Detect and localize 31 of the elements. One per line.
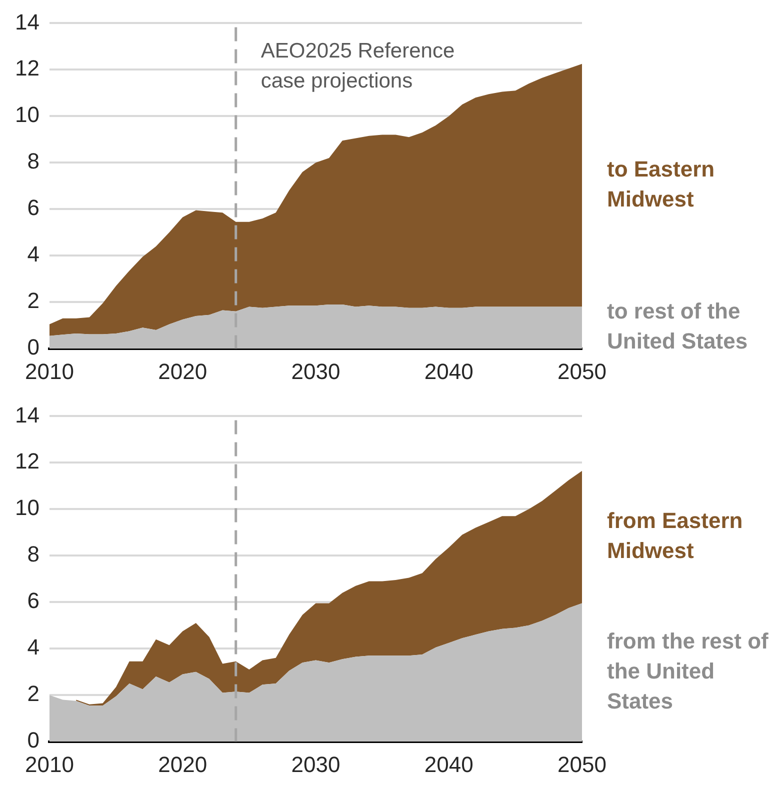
y-tick-label: 2 [27,288,40,314]
x-tick-label: 2050 [558,752,606,777]
series-label: from Eastern Midwest [607,508,743,564]
x-tick-label: 2040 [424,358,474,384]
series-label: to Eastern Midwest [607,156,715,212]
y-tick-label: 10 [14,102,40,128]
x-tick-label: 2030 [291,358,340,384]
series-label: to rest of the United States [607,298,748,354]
y-tick-label: 14 [14,402,40,428]
y-tick-label: 4 [27,634,40,660]
y-tick-label: 2 [27,681,40,706]
ref-line-label: AEO2025 Reference case projections [260,39,455,92]
x-tick-label: 2010 [24,358,74,384]
y-tick-label: 0 [27,728,40,753]
y-tick-label: 0 [27,334,40,360]
x-tick-label: 2010 [24,752,74,777]
y-tick-label: 12 [14,56,40,81]
y-tick-label: 6 [27,588,40,614]
y-tick-label: 4 [27,242,40,267]
y-tick-label: 8 [27,542,40,567]
y-tick-label: 8 [27,148,40,174]
series-label: from the rest of the United States [607,628,770,714]
y-tick-label: 10 [14,495,40,520]
y-tick-label: 6 [27,195,40,220]
x-tick-label: 2020 [158,752,208,777]
x-tick-label: 2040 [424,752,474,777]
y-tick-label: 12 [14,448,40,474]
y-tick-label: 14 [14,9,40,34]
x-tick-label: 2030 [291,752,340,777]
x-tick-label: 2050 [558,358,606,384]
x-tick-label: 2020 [158,358,208,384]
